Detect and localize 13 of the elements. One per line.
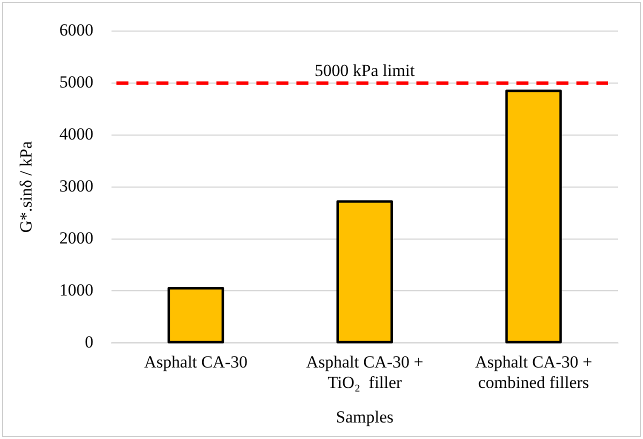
x-tick-label: Asphalt CA-30 (144, 352, 248, 372)
ref-line-label: 5000 kPa limit (314, 61, 416, 80)
y-tick-label: 4000 (59, 124, 94, 144)
y-axis-title: G*.sinδ / kPa (16, 140, 36, 233)
y-tick-label: 6000 (59, 20, 94, 40)
y-tick-label: 1000 (59, 280, 94, 300)
x-axis-title: Samples (336, 407, 394, 426)
y-tick-label: 5000 (59, 72, 94, 92)
x-tick-label: Asphalt CA-30 + combined fillers (474, 352, 592, 392)
x-tick-label: Asphalt CA-30 + TiO₂ filler (306, 352, 424, 392)
y-tick-label: 2000 (59, 228, 94, 248)
y-tick-label: 3000 (59, 176, 94, 196)
y-tick-label: 0 (84, 332, 94, 352)
